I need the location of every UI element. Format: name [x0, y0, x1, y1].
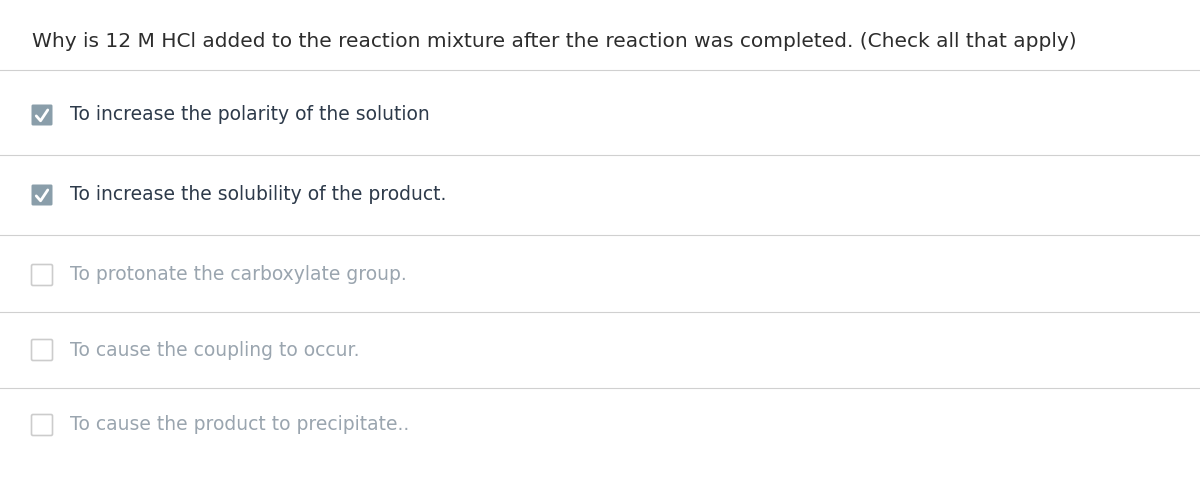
Text: Why is 12 M HCl added to the reaction mixture after the reaction was completed. : Why is 12 M HCl added to the reaction mi… [32, 32, 1076, 51]
Text: To protonate the carboxylate group.: To protonate the carboxylate group. [70, 266, 407, 285]
FancyBboxPatch shape [31, 184, 53, 206]
FancyBboxPatch shape [31, 264, 53, 286]
FancyBboxPatch shape [31, 414, 53, 436]
Text: To cause the coupling to occur.: To cause the coupling to occur. [70, 341, 360, 360]
Text: To cause the product to precipitate..: To cause the product to precipitate.. [70, 415, 409, 435]
FancyBboxPatch shape [31, 339, 53, 361]
Text: To increase the polarity of the solution: To increase the polarity of the solution [70, 106, 430, 124]
Text: To increase the solubility of the product.: To increase the solubility of the produc… [70, 185, 446, 205]
FancyBboxPatch shape [31, 105, 53, 125]
